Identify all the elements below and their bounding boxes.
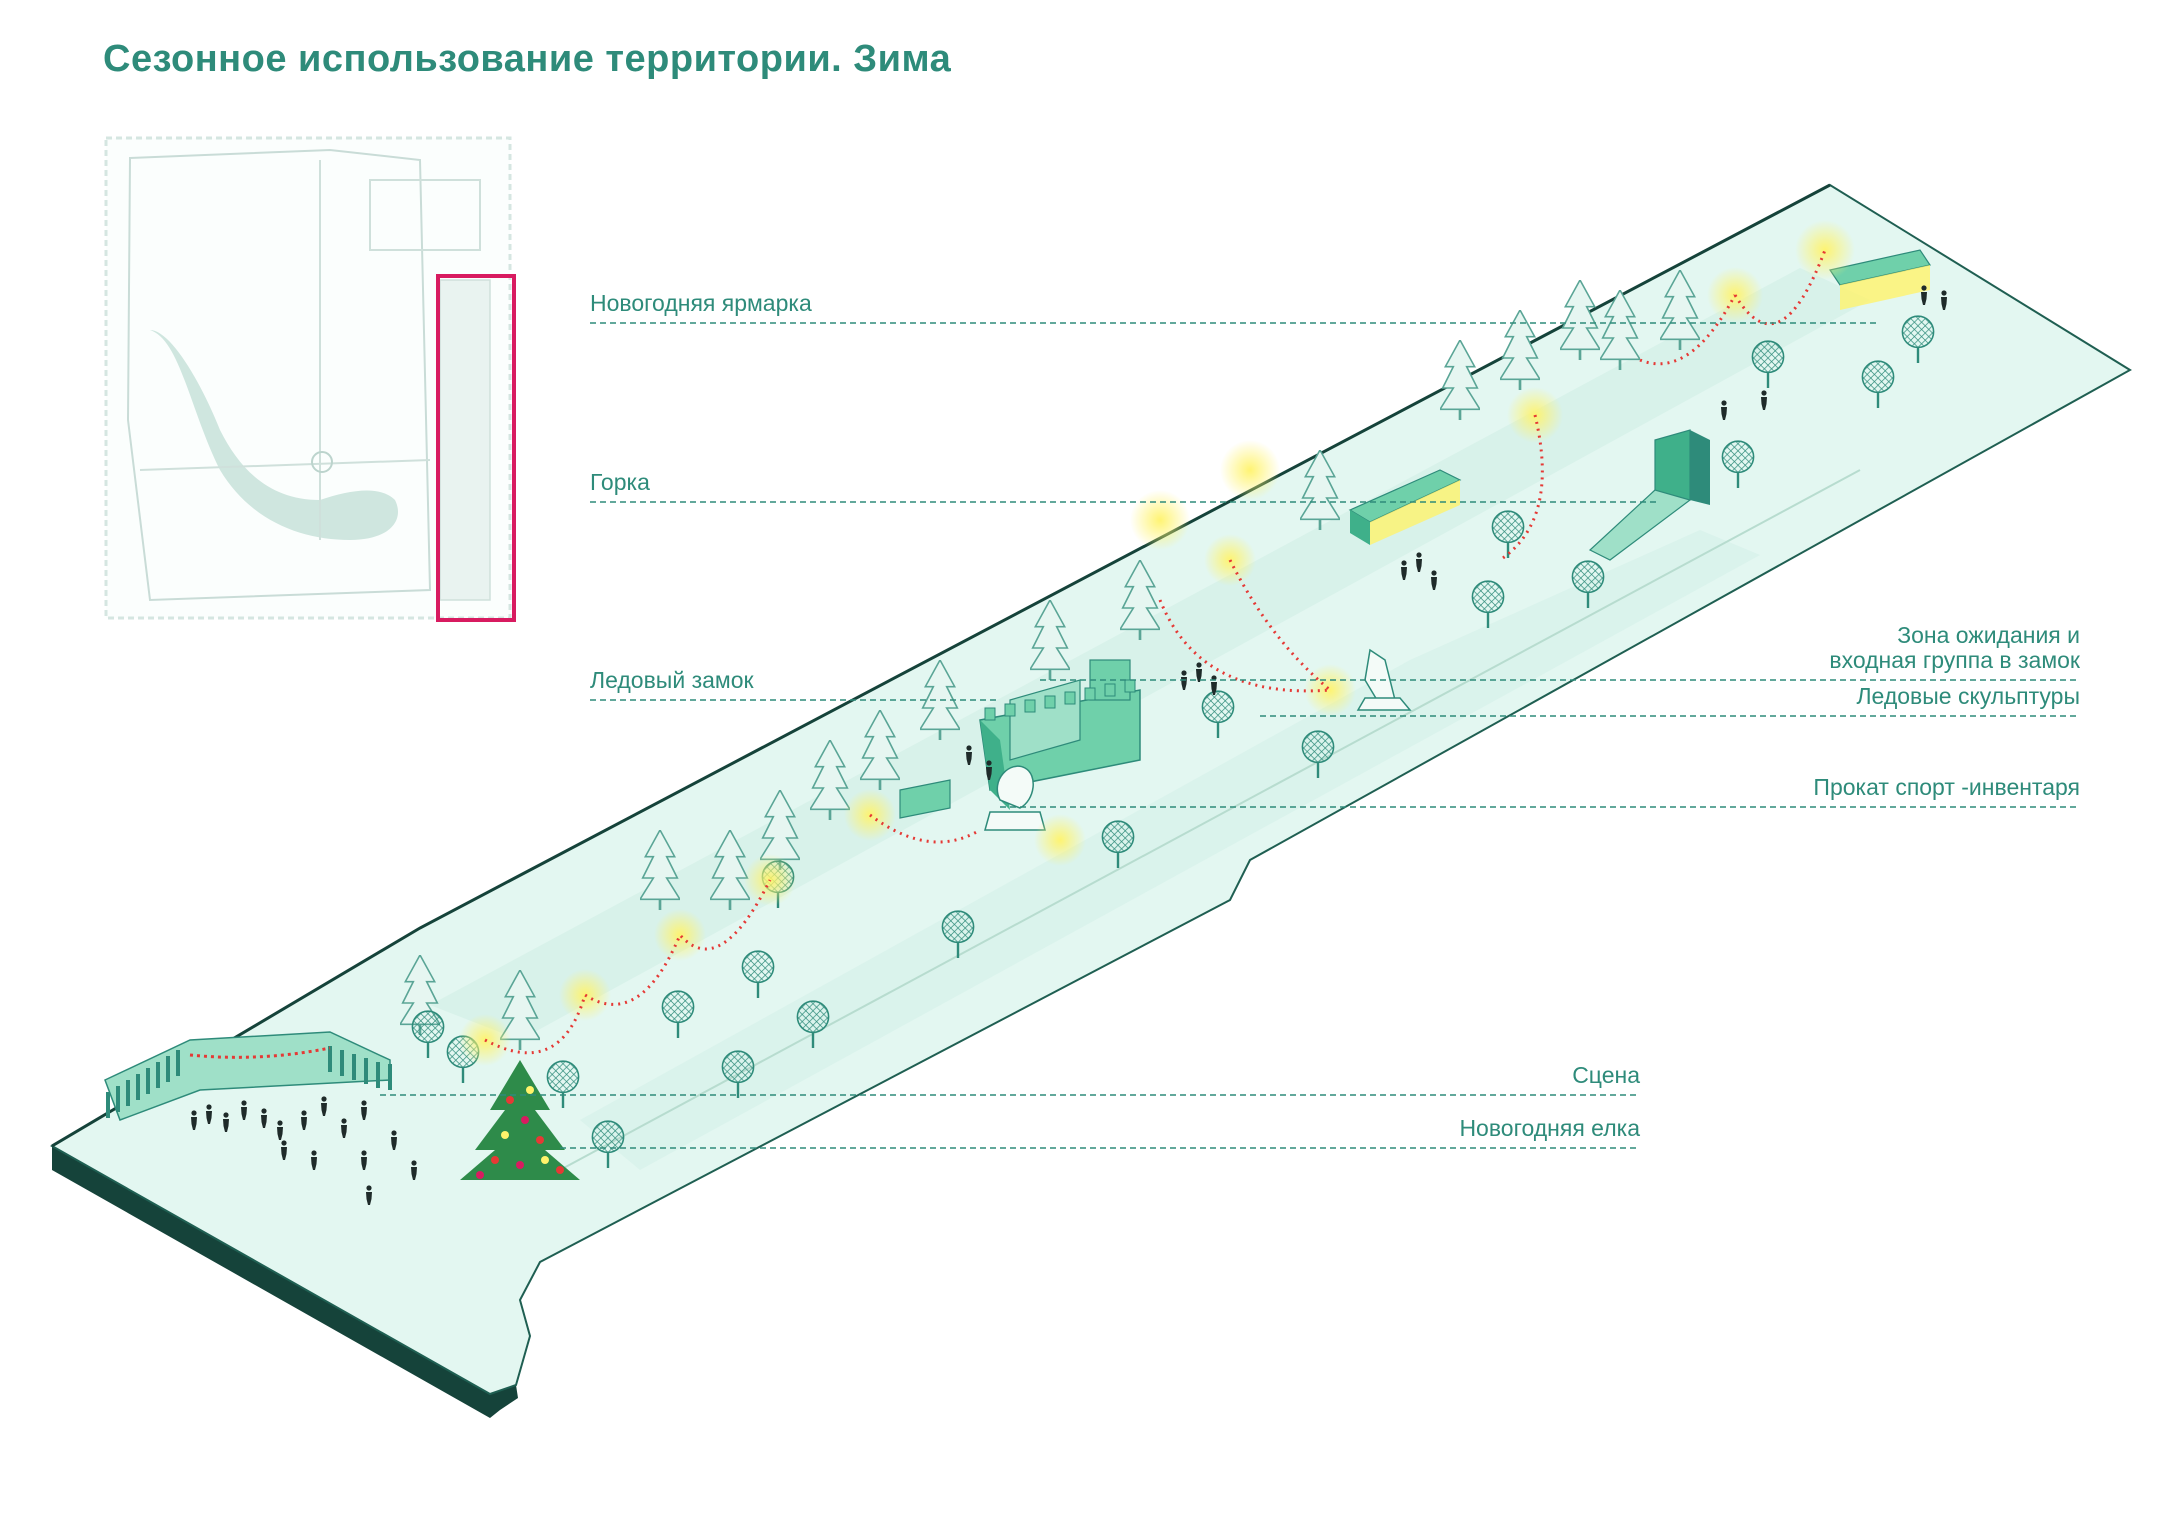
fair-stalls [1348, 249, 1931, 545]
location-inset-map [104, 136, 516, 622]
christmas-tree [460, 1060, 580, 1180]
lake-shape [150, 330, 398, 540]
slide-tower [1588, 429, 1710, 561]
label-slide: Горка [590, 469, 650, 495]
garland-lights [484, 249, 1827, 1055]
label-sport-rental: Прокат спорт -инвентаря [1813, 774, 2080, 800]
label-christmas-tree: Новогодняя елка [1459, 1115, 1640, 1141]
callout-lines [380, 322, 2080, 1149]
label-stage: Сцена [1572, 1062, 1640, 1088]
page-title: Сезонное использование территории. Зима [103, 38, 952, 80]
site-highlight-frame [436, 274, 516, 622]
label-ice-sculptures: Ледовые скульптуры [1856, 683, 2080, 709]
label-waiting-zone-line1: Зона ожидания и [1897, 622, 2080, 648]
callout-labels: Новогодняя ярмарка Горка Ледовый замок З… [590, 290, 2081, 1141]
stage-structure [104, 1031, 392, 1121]
label-waiting-zone-line2: входная группа в замок [1829, 647, 2081, 673]
street-lamps [459, 220, 1855, 1066]
label-new-year-fair: Новогодняя ярмарка [590, 290, 812, 316]
label-ice-castle: Ледовый замок [590, 667, 755, 693]
ice-sculptures [984, 648, 1412, 831]
